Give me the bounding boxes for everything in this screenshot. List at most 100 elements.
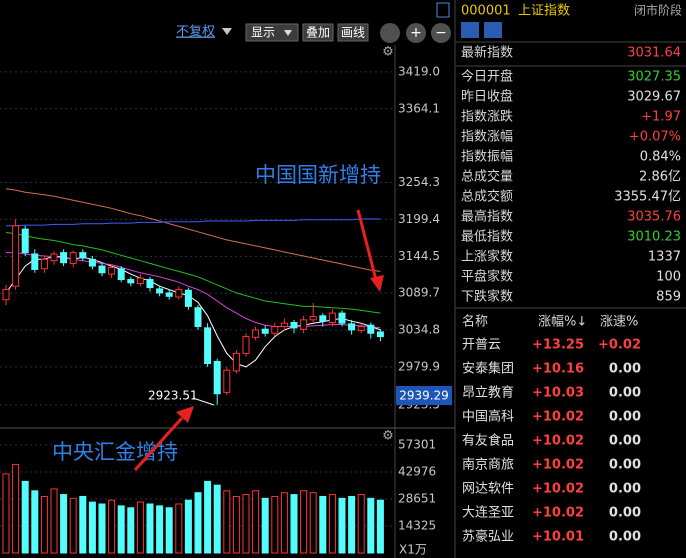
toolbar-button-label[interactable]: 画线 (341, 26, 365, 40)
candle-body (88, 258, 96, 267)
volume-bar (156, 505, 164, 554)
volume-bar (40, 495, 48, 554)
panel-toggle[interactable] (436, 2, 450, 18)
zoom-out-button[interactable] (431, 23, 451, 43)
settings-icon[interactable]: ⚙ (382, 45, 394, 60)
volume-bar (348, 495, 356, 554)
candle-body (213, 360, 221, 395)
stock-name[interactable]: 开普云 (462, 338, 501, 353)
candle-body (376, 331, 384, 338)
stock-change: 0.00 (609, 362, 641, 377)
volume-bar (146, 503, 154, 554)
quote-label: 平盘家数 (461, 269, 513, 285)
quote-value: 859 (656, 290, 681, 305)
stock-name[interactable]: 中国高科 (462, 409, 514, 425)
candle-body (175, 289, 183, 298)
candle-body (290, 322, 298, 329)
quote-value: 3031.64 (627, 46, 681, 61)
moving-average (5, 188, 381, 272)
zoom-in-button[interactable] (406, 23, 426, 43)
stock-name: 上证指数 (518, 4, 570, 19)
stock-change: +13.25 (532, 338, 584, 353)
volume-bar (127, 507, 135, 554)
volume-bar (309, 492, 317, 554)
volume-bar (367, 497, 375, 554)
candle-body (108, 266, 116, 275)
stock-change: +10.02 (532, 410, 584, 425)
stock-name[interactable]: 昂立教育 (462, 385, 514, 401)
refresh-button[interactable] (380, 23, 400, 43)
toolbar-button[interactable] (337, 23, 369, 42)
quote-label: 下跌家数 (461, 289, 513, 305)
moving-average (5, 232, 381, 314)
pin-button[interactable] (484, 22, 502, 38)
quote-value: +0.07% (629, 130, 681, 145)
y-tick-label: 3199.4 (398, 212, 440, 226)
toolbar-button-label[interactable]: 叠加 (306, 26, 330, 40)
candle-body (261, 328, 269, 334)
y-tick-label: 42976 (398, 465, 436, 479)
stock-change: 0.00 (609, 386, 641, 401)
zoom-out-icon: − (435, 25, 447, 41)
stock-name[interactable]: 有友食品 (462, 433, 514, 449)
volume-bar (165, 507, 173, 554)
y-tick-label: 3364.1 (398, 101, 440, 115)
volume-bar (50, 488, 58, 554)
y-tick-label: 3089.7 (398, 286, 440, 300)
candle-body (136, 277, 144, 285)
quote-value: 3010.23 (627, 230, 681, 245)
candle-body (2, 289, 10, 301)
collapse-button[interactable] (461, 22, 479, 38)
stock-name[interactable]: 网达软件 (462, 482, 514, 497)
candle-body (271, 326, 279, 334)
volume-bar (376, 499, 384, 554)
candle-body (31, 253, 39, 270)
moving-average (6, 252, 381, 329)
stock-name[interactable]: 南京商旅 (462, 457, 514, 473)
volume-bar (300, 490, 308, 554)
arrow (133, 416, 184, 472)
stock-name[interactable]: 苏豪弘业 (462, 529, 514, 545)
candle-body (367, 324, 375, 334)
quote-value: 3355.47亿 (614, 190, 681, 205)
stock-change: 0.00 (609, 458, 641, 473)
volume-bar (12, 463, 20, 554)
stock-name[interactable]: 安泰集团 (462, 361, 514, 377)
candle-body (12, 225, 20, 287)
volume-bar (357, 494, 365, 554)
stock-change: 0.00 (609, 482, 641, 497)
candle-body (21, 228, 29, 254)
quote-value: 1337 (648, 250, 681, 265)
candle-body (252, 329, 260, 338)
column-header[interactable]: 名称 (462, 314, 488, 330)
volume-bar (31, 490, 39, 554)
column-header[interactable]: 涨速% (600, 315, 638, 330)
toolbar-button[interactable] (245, 23, 299, 42)
volume-bar (2, 473, 10, 554)
y-tick-label: 2979.9 (398, 359, 440, 373)
candle-body (165, 292, 173, 297)
stock-name[interactable]: 大连圣亚 (462, 505, 514, 521)
candle-body (98, 265, 106, 274)
volume-bar (204, 480, 212, 554)
candle-body (242, 336, 250, 354)
volume-bar (232, 495, 240, 554)
volume-bar (194, 492, 202, 554)
toolbar-button-label[interactable]: 显示 (251, 26, 275, 40)
volume-bar (252, 490, 260, 554)
adjust-select[interactable]: 不复权 (176, 24, 215, 40)
quote-value: 100 (656, 270, 681, 285)
quote-label: 总成交量 (461, 169, 513, 185)
y-tick-label: 3254.3 (398, 175, 440, 189)
dropdown-arrow[interactable] (222, 28, 232, 35)
y-tick-label: 3034.8 (398, 323, 440, 337)
column-header[interactable]: 涨幅%↓ (538, 315, 587, 330)
dropdown-arrow[interactable] (284, 30, 292, 36)
toolbar-button[interactable] (302, 23, 334, 42)
quote-label: 上涨家数 (461, 249, 513, 265)
candle-body (60, 252, 68, 264)
settings-icon[interactable]: ⚙ (382, 429, 394, 444)
candle-body (348, 323, 356, 331)
